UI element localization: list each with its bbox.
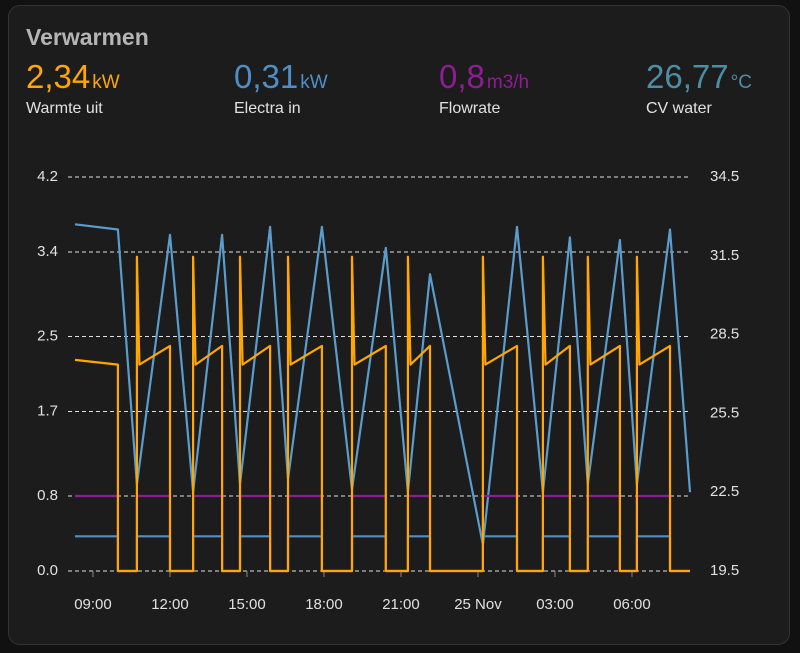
entity-unit: kW xyxy=(300,72,328,93)
entity[interactable]: 2,34 kW Warmte uit xyxy=(26,58,120,118)
y-tick-label: 1.7 xyxy=(37,402,58,419)
y2-tick-label: 19.5 xyxy=(710,562,739,579)
x-tick-label: 25 Nov xyxy=(454,596,502,613)
y-tick-label: 0.8 xyxy=(37,487,58,504)
y2-tick-label: 31.5 xyxy=(710,247,739,264)
x-tick-label: 09:00 xyxy=(74,596,112,613)
entity-state: 0,8 m3/h xyxy=(439,58,529,96)
entity-value: 0,8 xyxy=(439,58,485,95)
series-line xyxy=(75,535,690,573)
y2-tick-label: 25.5 xyxy=(710,404,739,421)
series-line xyxy=(74,223,692,546)
y-tick-label: 2.5 xyxy=(37,327,58,344)
entity-name: Electra in xyxy=(234,100,301,117)
y2-tick-label: 22.5 xyxy=(710,483,739,500)
y-tick-label: 4.2 xyxy=(37,168,58,185)
series-line xyxy=(75,494,690,573)
entity-state: 26,77 °C xyxy=(646,58,752,96)
entity-value: 0,31 xyxy=(234,58,299,95)
x-tick-label: 15:00 xyxy=(228,596,266,613)
y2-tick-label: 28.5 xyxy=(710,326,739,343)
entity-state: 0,31 kW xyxy=(234,58,328,96)
entity-name: Warmte uit xyxy=(26,100,103,117)
y2-tick-label: 34.5 xyxy=(710,168,739,185)
card-title: Verwarmen xyxy=(26,24,149,50)
entity-value: 2,34 xyxy=(26,58,91,95)
entity-unit: m3/h xyxy=(486,72,530,93)
x-tick-label: 18:00 xyxy=(305,596,343,613)
x-tick-label: 06:00 xyxy=(613,596,651,613)
entity-name: CV water xyxy=(646,100,712,117)
y-tick-label: 3.4 xyxy=(37,243,58,260)
entity-unit: kW xyxy=(92,72,120,93)
entity-state: 2,34 kW xyxy=(26,58,120,96)
series-line xyxy=(74,255,690,573)
entity-name: Flowrate xyxy=(439,100,501,117)
x-tick-label: 03:00 xyxy=(536,596,574,613)
x-tick-label: 12:00 xyxy=(151,596,189,613)
entity[interactable]: 0,8 m3/h Flowrate xyxy=(439,58,529,118)
entity-value: 26,77 xyxy=(646,58,729,95)
entity[interactable]: 26,77 °C CV water xyxy=(646,58,752,118)
entity-unit: °C xyxy=(730,72,752,93)
y-tick-label: 0.0 xyxy=(37,562,58,579)
x-tick-label: 21:00 xyxy=(382,596,420,613)
entity[interactable]: 0,31 kW Electra in xyxy=(234,58,328,118)
